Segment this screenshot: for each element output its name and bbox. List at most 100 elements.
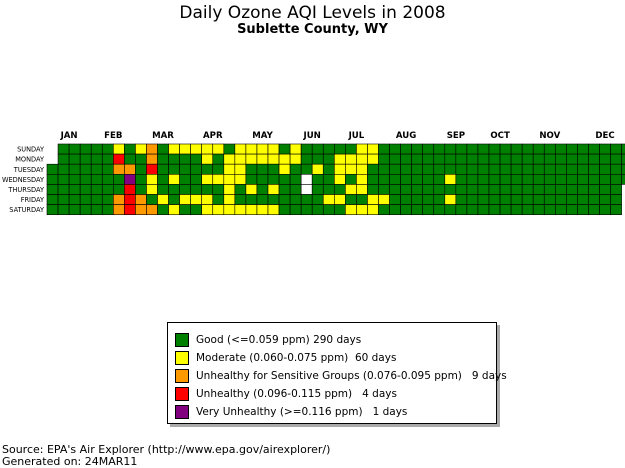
day-cell — [113, 204, 125, 215]
day-cell — [566, 143, 578, 155]
day-cell — [422, 184, 435, 195]
day-cell — [68, 163, 81, 175]
day-cell — [179, 173, 191, 185]
day-cell — [212, 204, 225, 215]
day-cell — [566, 194, 578, 205]
day-cell — [190, 184, 202, 195]
day-cell — [57, 173, 70, 185]
legend-label: Unhealthy for Sensitive Groups (0.076-0.… — [196, 370, 507, 382]
day-cell — [422, 173, 435, 185]
day-cell — [289, 194, 302, 205]
day-cell — [510, 153, 523, 165]
day-cell — [488, 163, 501, 175]
day-cell — [146, 204, 158, 215]
day-cell — [477, 143, 490, 155]
day-cell — [510, 184, 523, 195]
day-cell — [444, 153, 457, 165]
day-cell — [466, 143, 479, 155]
day-cell — [267, 194, 280, 205]
day-cell — [345, 194, 357, 205]
day-cell — [566, 153, 578, 165]
day-cell — [433, 173, 446, 185]
day-cell — [610, 204, 622, 215]
day-cell — [278, 184, 291, 195]
day-cell — [532, 184, 545, 195]
day-cell — [345, 163, 357, 175]
day-cell — [610, 153, 622, 165]
day-cell — [201, 163, 214, 175]
day-cell — [245, 204, 258, 215]
day-cell — [289, 143, 302, 155]
day-cell — [411, 153, 423, 165]
day-cell — [245, 163, 258, 175]
day-cell — [223, 194, 236, 205]
day-cell — [577, 184, 589, 195]
day-cell — [212, 184, 225, 195]
day-cell — [499, 163, 512, 175]
day-cell — [245, 143, 258, 155]
weekday-label-sunday: SUNDAY — [17, 146, 45, 154]
day-cell — [278, 194, 291, 205]
day-cell — [135, 143, 147, 155]
day-cell — [90, 184, 103, 195]
day-cell — [356, 173, 368, 185]
day-cell — [345, 153, 357, 165]
day-cell — [433, 194, 446, 205]
day-cell — [322, 153, 335, 165]
day-cell — [577, 204, 589, 215]
day-cell — [433, 163, 446, 175]
day-cell — [113, 143, 125, 155]
day-cell — [289, 153, 302, 165]
day-cell — [157, 153, 169, 165]
day-cell — [212, 163, 225, 175]
day-cell — [245, 173, 258, 185]
day-cell — [599, 184, 611, 195]
day-cell — [146, 163, 158, 175]
chart-title: Daily Ozone AQI Levels in 2008 — [179, 3, 446, 23]
day-cell — [433, 204, 446, 215]
day-cell — [157, 184, 169, 195]
legend-item-unhealthy: Unhealthy (0.096-0.115 ppm) 4 days — [175, 387, 397, 401]
day-cell — [223, 184, 236, 195]
day-cell — [444, 143, 457, 155]
day-cell — [223, 153, 236, 165]
day-cell — [90, 204, 103, 215]
day-cell — [146, 173, 158, 185]
day-cell — [356, 184, 368, 195]
day-cell — [124, 163, 136, 175]
day-cell — [610, 143, 622, 155]
day-cell — [543, 163, 556, 175]
day-cell — [245, 194, 258, 205]
day-cell — [179, 143, 191, 155]
legend-swatch — [175, 387, 189, 401]
day-cell — [521, 153, 534, 165]
day-cell — [46, 163, 59, 175]
day-cell — [499, 204, 512, 215]
day-cell — [190, 143, 202, 155]
day-cell — [212, 173, 225, 185]
day-cell — [168, 153, 180, 165]
weekday-label-saturday: SATURDAY — [9, 206, 45, 214]
day-cell — [179, 194, 191, 205]
day-cell — [411, 194, 423, 205]
day-cell — [599, 153, 611, 165]
day-cell — [168, 194, 180, 205]
legend-label: Unhealthy (0.096-0.115 ppm) 4 days — [196, 388, 397, 400]
day-cell — [79, 173, 92, 185]
day-cell — [256, 153, 269, 165]
day-cell — [400, 153, 412, 165]
day-cell — [79, 184, 92, 195]
day-cell — [168, 163, 180, 175]
day-cell — [79, 153, 92, 165]
day-cell — [566, 184, 578, 195]
day-cell — [466, 173, 479, 185]
day-cell — [322, 173, 335, 185]
day-cell — [135, 153, 147, 165]
weekday-label-wednesday: WEDNESDAY — [2, 176, 45, 184]
day-cell — [499, 184, 512, 195]
day-cell — [311, 184, 324, 195]
day-cell — [333, 173, 346, 185]
day-cell — [411, 204, 423, 215]
day-cell — [599, 173, 611, 185]
day-cell — [300, 153, 313, 165]
